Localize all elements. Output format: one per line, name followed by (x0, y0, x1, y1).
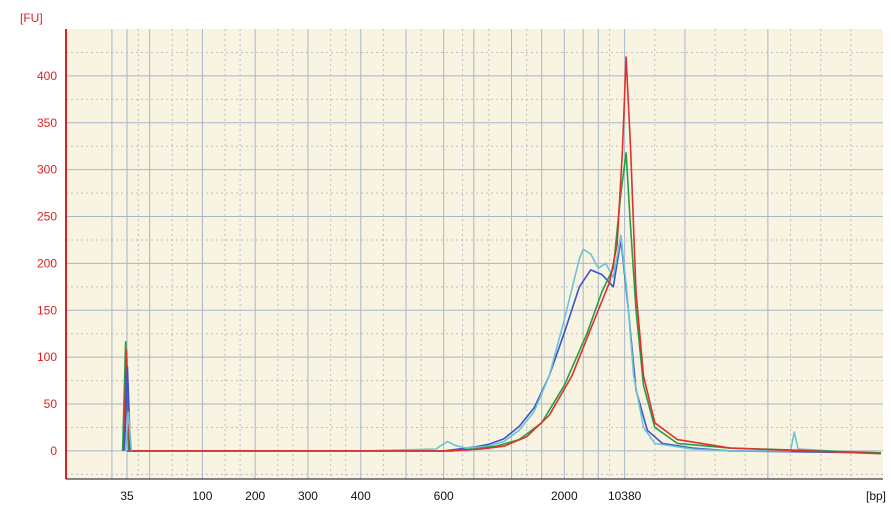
x-tick-label: 35 (120, 489, 134, 503)
x-ticks: 35 100 200 300 400 600 2000 10380 (120, 489, 641, 503)
y-ticks: 0 50 100 150 200 250 300 350 400 (37, 69, 57, 458)
x-tick-label: 10380 (608, 489, 642, 503)
x-tick-label: 400 (351, 489, 371, 503)
x-tick-label: 2000 (551, 489, 578, 503)
trace-2 (127, 234, 882, 455)
x-tick-label: 300 (298, 489, 318, 503)
y-tick-label: 150 (37, 303, 57, 317)
plot-background (66, 29, 883, 479)
grid (66, 29, 883, 479)
y-tick-label: 250 (37, 210, 57, 224)
y-tick-label: 0 (50, 444, 57, 458)
x-tick-label: 600 (434, 489, 454, 503)
y-tick-label: 400 (37, 69, 57, 83)
axes (65, 29, 883, 480)
y-unit-label: [FU] (20, 11, 43, 25)
y-tick-label: 50 (44, 397, 58, 411)
marker-peak-4 (124, 411, 133, 451)
x-tick-label: 100 (192, 489, 212, 503)
traces (121, 56, 882, 455)
x-tick-label: 200 (245, 489, 265, 503)
y-tick-label: 350 (37, 116, 57, 130)
trace-4 (127, 56, 882, 455)
y-tick-label: 300 (37, 163, 57, 177)
x-unit-label: [bp] (866, 489, 886, 503)
y-tick-label: 200 (37, 256, 57, 270)
y-tick-label: 100 (37, 350, 57, 364)
